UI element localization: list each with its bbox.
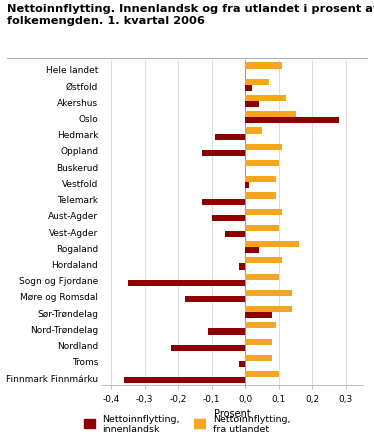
Bar	[245, 322, 276, 328]
Bar	[245, 371, 279, 377]
Text: Nettoinnflytting. Innenlandsk og fra utlandet i prosent av
folkemengden. 1. kvar: Nettoinnflytting. Innenlandsk og fra utl…	[7, 4, 374, 26]
Bar	[245, 144, 282, 150]
Bar	[215, 134, 245, 141]
Bar	[245, 183, 249, 189]
Bar	[245, 306, 292, 313]
Bar	[245, 112, 296, 118]
Bar	[239, 264, 245, 270]
Bar	[245, 355, 272, 361]
Bar	[245, 160, 279, 166]
Bar	[245, 258, 282, 264]
Bar	[245, 85, 252, 92]
Bar	[171, 345, 245, 351]
Bar	[128, 280, 245, 286]
Bar	[245, 274, 279, 280]
Legend: Nettoinnflytting,
innenlandsk, Nettoinnflytting,
fra utlandet: Nettoinnflytting, innenlandsk, Nettoinnf…	[83, 414, 291, 433]
Bar	[202, 150, 245, 157]
Bar	[245, 177, 276, 183]
Bar	[245, 241, 299, 248]
Bar	[212, 215, 245, 222]
Bar	[245, 102, 259, 108]
Bar	[202, 199, 245, 205]
Bar	[245, 290, 292, 296]
Bar	[245, 312, 272, 319]
Bar	[245, 247, 259, 254]
Bar	[125, 377, 245, 384]
X-axis label: Prosent: Prosent	[214, 408, 250, 417]
Bar	[225, 231, 245, 238]
Bar	[245, 128, 262, 134]
Bar	[245, 63, 282, 69]
Bar	[245, 193, 276, 199]
Bar	[245, 339, 272, 345]
Bar	[208, 328, 245, 335]
Bar	[245, 79, 269, 85]
Bar	[245, 95, 286, 102]
Bar	[245, 118, 339, 124]
Bar	[245, 225, 279, 231]
Bar	[239, 361, 245, 367]
Bar	[245, 209, 282, 215]
Bar	[185, 296, 245, 303]
